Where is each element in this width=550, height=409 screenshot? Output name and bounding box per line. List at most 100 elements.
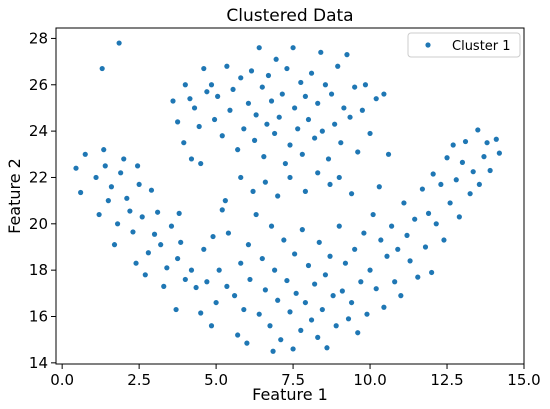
data-point bbox=[355, 330, 361, 336]
data-point bbox=[253, 112, 259, 118]
data-point bbox=[259, 255, 265, 262]
data-point bbox=[238, 260, 244, 266]
x-tick-label: 12.5 bbox=[430, 371, 463, 389]
data-point bbox=[273, 56, 279, 62]
data-point bbox=[182, 82, 188, 88]
data-point bbox=[188, 267, 195, 273]
data-point bbox=[335, 63, 341, 69]
data-point bbox=[164, 265, 170, 271]
data-point bbox=[336, 174, 342, 181]
data-point bbox=[139, 214, 145, 220]
data-point bbox=[389, 223, 395, 229]
data-point bbox=[272, 130, 278, 137]
data-point bbox=[276, 114, 282, 120]
data-point bbox=[238, 75, 244, 81]
y-tick-label: 14 bbox=[29, 354, 48, 372]
data-point bbox=[459, 159, 466, 165]
data-point bbox=[470, 169, 476, 175]
data-point bbox=[342, 260, 349, 266]
data-point bbox=[407, 258, 413, 264]
x-tick-label: 10.0 bbox=[353, 371, 386, 389]
data-point bbox=[238, 174, 244, 181]
data-point bbox=[245, 100, 252, 106]
data-point bbox=[265, 72, 272, 79]
data-point bbox=[298, 327, 304, 333]
data-point bbox=[322, 272, 329, 278]
y-tick-label: 20 bbox=[29, 215, 48, 233]
legend-marker bbox=[425, 42, 431, 48]
data-point bbox=[219, 207, 225, 213]
data-point bbox=[275, 193, 281, 199]
data-point bbox=[462, 138, 469, 145]
data-point bbox=[367, 130, 373, 137]
data-point bbox=[99, 65, 105, 72]
data-point bbox=[475, 127, 481, 133]
data-point bbox=[344, 52, 350, 58]
data-point bbox=[381, 91, 387, 97]
data-point bbox=[318, 49, 324, 55]
data-point bbox=[376, 184, 382, 190]
y-tick-label: 18 bbox=[29, 261, 48, 279]
data-point bbox=[327, 181, 333, 188]
data-point bbox=[358, 279, 364, 285]
data-point bbox=[251, 137, 258, 143]
data-point bbox=[93, 174, 99, 181]
data-point bbox=[282, 160, 288, 167]
data-point bbox=[401, 200, 407, 206]
legend-box bbox=[407, 32, 521, 58]
data-point bbox=[108, 184, 115, 190]
data-point bbox=[348, 299, 355, 306]
data-point bbox=[176, 210, 182, 216]
data-point bbox=[295, 126, 301, 132]
data-point bbox=[201, 65, 207, 72]
data-point bbox=[256, 311, 262, 317]
data-point bbox=[250, 188, 256, 194]
chart-title: Clustered Data bbox=[226, 6, 353, 26]
data-point bbox=[359, 107, 365, 113]
data-point bbox=[339, 288, 345, 294]
data-point bbox=[355, 149, 361, 155]
data-point bbox=[319, 128, 325, 134]
data-point bbox=[453, 177, 459, 183]
data-point bbox=[267, 323, 273, 329]
data-point bbox=[279, 91, 285, 97]
data-point bbox=[404, 232, 410, 238]
data-point bbox=[493, 136, 499, 142]
data-point bbox=[302, 299, 308, 306]
data-point bbox=[398, 293, 404, 299]
data-point bbox=[419, 186, 425, 192]
data-point bbox=[158, 242, 164, 248]
data-point bbox=[198, 160, 204, 167]
data-point bbox=[175, 255, 181, 262]
data-point bbox=[155, 209, 161, 215]
data-point bbox=[481, 154, 487, 160]
data-point bbox=[231, 293, 238, 299]
data-point bbox=[381, 304, 387, 310]
data-point bbox=[292, 105, 298, 111]
data-point bbox=[101, 147, 107, 153]
data-point bbox=[178, 239, 184, 245]
data-point bbox=[341, 105, 347, 111]
data-point bbox=[292, 251, 298, 257]
data-point bbox=[364, 311, 370, 317]
data-point bbox=[181, 140, 187, 146]
data-point bbox=[425, 210, 432, 216]
data-point bbox=[241, 126, 247, 132]
data-point bbox=[136, 181, 142, 188]
data-point bbox=[216, 267, 222, 273]
data-point bbox=[302, 188, 308, 194]
data-point bbox=[145, 250, 151, 256]
data-point bbox=[433, 221, 439, 227]
x-axis-label: Feature 1 bbox=[252, 385, 328, 404]
data-point bbox=[225, 230, 232, 236]
data-point bbox=[210, 233, 216, 240]
data-point bbox=[96, 211, 102, 218]
data-point bbox=[134, 163, 141, 169]
legend-label: Cluster 1 bbox=[452, 39, 511, 54]
data-point bbox=[484, 140, 490, 146]
data-point bbox=[328, 91, 335, 97]
data-point bbox=[114, 221, 121, 227]
data-point bbox=[370, 211, 376, 218]
data-point bbox=[362, 82, 369, 88]
